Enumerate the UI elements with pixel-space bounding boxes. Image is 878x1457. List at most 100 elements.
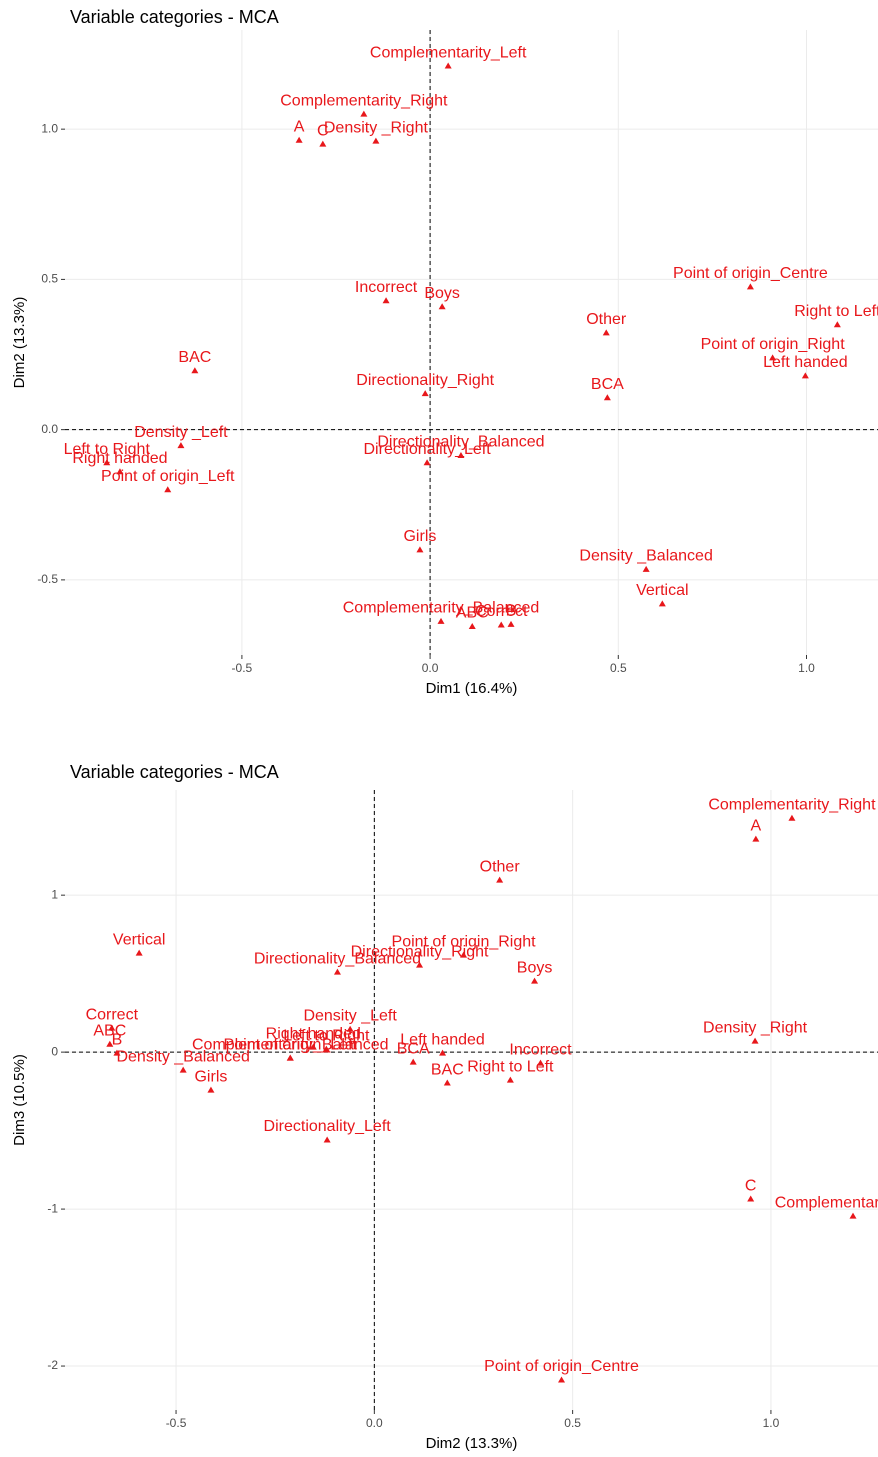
point <box>106 1040 114 1047</box>
point-label: Vertical <box>636 582 688 599</box>
y-tick-label: 0.0 <box>41 422 58 436</box>
point-label: Directionality_Right <box>351 943 489 960</box>
y-tick-label: 0.5 <box>41 272 58 286</box>
y-tick-label: 1 <box>51 887 58 901</box>
point <box>416 546 424 553</box>
x-tick-label: -0.5 <box>166 1416 187 1430</box>
point-label: Point of origin_Right <box>701 336 846 353</box>
point-label: Complementarity_Balanced <box>192 1036 389 1053</box>
point <box>103 459 111 466</box>
point <box>416 961 424 968</box>
point-label: Complementarity_Left <box>370 44 527 61</box>
point <box>506 1076 514 1083</box>
point <box>788 814 796 821</box>
point-label: Left handed <box>763 354 848 371</box>
point-label: Other <box>480 858 521 875</box>
x-tick-label: 0.0 <box>366 1416 383 1430</box>
point <box>443 1079 451 1086</box>
point <box>658 600 666 607</box>
point <box>537 1059 545 1066</box>
x-tick-label: 0.5 <box>610 661 627 675</box>
point <box>108 1024 116 1031</box>
point-label: Right handed <box>266 1025 361 1042</box>
point <box>333 968 341 975</box>
point-label: BAC <box>178 349 211 366</box>
point-label: Right to Left <box>794 303 878 320</box>
point <box>438 303 446 310</box>
point-label: A <box>751 817 762 834</box>
point <box>801 372 809 379</box>
point <box>319 140 327 147</box>
point-label: C <box>745 1177 757 1194</box>
point-label: Boys <box>517 959 553 976</box>
point <box>460 951 468 958</box>
x-tick-label: -0.5 <box>232 661 253 675</box>
point-label: Vertical <box>113 931 165 948</box>
point-label: Incorrect <box>355 279 418 296</box>
point <box>507 620 515 627</box>
point-label: Left handed <box>400 1031 485 1048</box>
point <box>164 486 172 493</box>
y-tick-label: 1.0 <box>41 121 58 135</box>
point-label: Directionality_Balanced <box>254 950 421 967</box>
point-label: Incorrect <box>509 1041 572 1058</box>
point <box>207 1086 215 1093</box>
point-label: Right to Left <box>467 1058 554 1075</box>
point-label: ABC <box>456 605 489 622</box>
point <box>497 621 505 628</box>
point-label: Correct <box>475 603 528 620</box>
point-label: BCA <box>591 376 624 393</box>
point <box>323 1136 331 1143</box>
y-axis-label: Dim2 (13.3%) <box>11 297 28 389</box>
point <box>322 1045 330 1052</box>
y-tick-label: -0.5 <box>37 572 58 586</box>
point-label: Density _Balanced <box>579 548 712 565</box>
point-label: Other <box>586 311 627 328</box>
x-tick-label: 1.0 <box>798 661 815 675</box>
point <box>177 442 185 449</box>
point-label: Density _Right <box>703 1019 808 1036</box>
point-label: Density _Left <box>134 424 228 441</box>
point <box>457 451 465 458</box>
x-tick-label: 1.0 <box>763 1416 780 1430</box>
point-label: Complementarity_Left <box>775 1194 878 1211</box>
point-label: Directionality_Left <box>364 441 492 458</box>
point-label: Point of origin_Centre <box>484 1358 639 1375</box>
y-tick-label: 0 <box>51 1044 58 1058</box>
point <box>421 390 429 397</box>
point <box>849 1212 857 1219</box>
point-label: Complementarity_Balanced <box>343 600 540 617</box>
point <box>439 1049 447 1056</box>
y-axis-label: Dim3 (10.5%) <box>11 1054 28 1146</box>
point-label: Girls <box>194 1068 227 1085</box>
y-tick-label: -2 <box>47 1358 58 1372</box>
point <box>346 1025 354 1032</box>
point <box>372 137 380 144</box>
point <box>409 1058 417 1065</box>
x-axis-label: Dim1 (16.4%) <box>426 680 518 697</box>
point-label: BAC <box>431 1061 464 1078</box>
point-label: Right handed <box>72 450 167 467</box>
point <box>642 565 650 572</box>
point-label: Point of origin_Left <box>101 468 235 485</box>
point <box>437 617 445 624</box>
point-label: Girls <box>403 528 436 545</box>
point <box>444 62 452 69</box>
point-label: Directionality_Right <box>356 372 494 389</box>
x-axis-label: Dim2 (13.3%) <box>426 1435 518 1452</box>
point <box>423 459 431 466</box>
point-label: Density _Balanced <box>116 1048 249 1065</box>
x-tick-label: 0.5 <box>564 1416 581 1430</box>
y-tick-label: -1 <box>47 1201 58 1215</box>
point <box>602 329 610 336</box>
point <box>752 835 760 842</box>
point <box>113 1049 121 1056</box>
point-label: B <box>506 603 517 620</box>
point-label: Density _Right <box>324 119 429 136</box>
chart-title: Variable categories - MCA <box>70 7 279 27</box>
point <box>382 297 390 304</box>
chart-title: Variable categories - MCA <box>70 762 279 782</box>
point <box>135 949 143 956</box>
point <box>531 977 539 984</box>
